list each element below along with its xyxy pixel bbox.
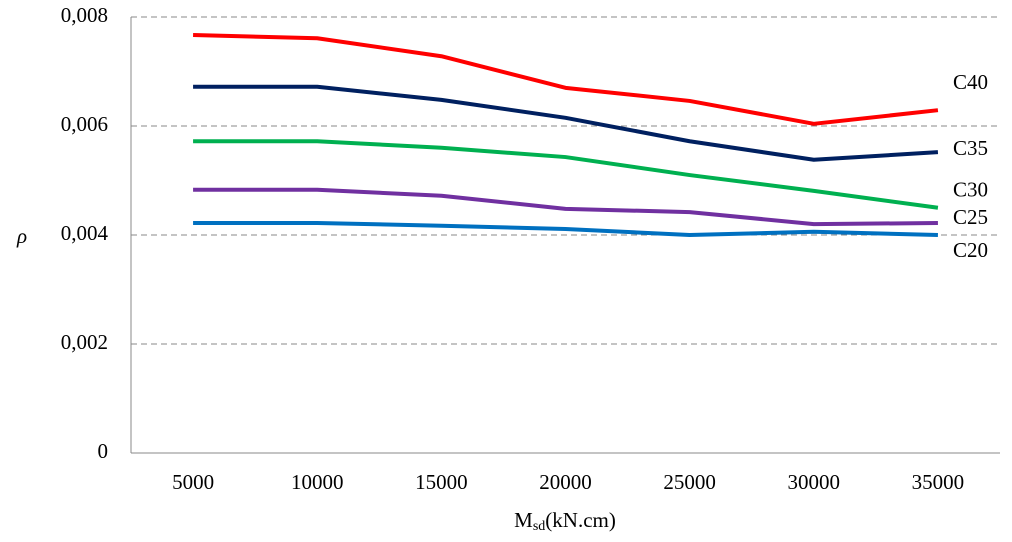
series-line [193, 139, 939, 210]
y-tick-label: 0,006 [61, 112, 108, 136]
series-label: C30 [953, 178, 988, 202]
x-tick-label: 20000 [539, 470, 592, 494]
series-line [193, 84, 939, 162]
y-axis-label: ρ [16, 224, 27, 248]
series-label: C35 [953, 136, 988, 160]
x-label-sub: sd [533, 519, 545, 534]
x-tick-label: 5000 [172, 470, 214, 494]
x-axis-label: Msd(kN.cm) [514, 508, 616, 534]
series-line [193, 221, 938, 237]
y-tick-label: 0,008 [61, 3, 108, 27]
series-label: C40 [953, 70, 988, 94]
y-tick-label: 0 [98, 439, 109, 463]
x-tick-label: 35000 [912, 470, 965, 494]
series-label: C20 [953, 238, 988, 262]
x-tick-label: 15000 [415, 470, 468, 494]
x-tick-label: 10000 [291, 470, 344, 494]
x-tick-label: 30000 [788, 470, 841, 494]
x-tick-label: 25000 [663, 470, 716, 494]
y-tick-label: 0,002 [61, 330, 108, 354]
x-label-unit: (kN.cm) [545, 508, 616, 532]
series-line [193, 187, 938, 227]
y-tick-label: 0,004 [61, 221, 109, 245]
series-line [193, 32, 939, 126]
x-label-main: M [514, 508, 533, 532]
series-label: C25 [953, 205, 988, 229]
